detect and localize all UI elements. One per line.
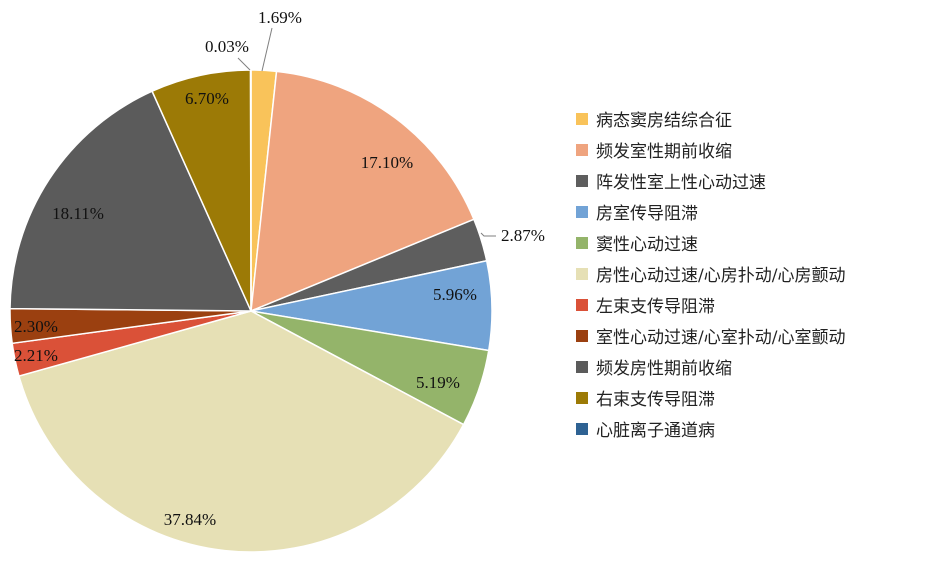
legend-label: 阵发性室上性心动过速	[596, 173, 766, 193]
legend-item: 频发室性期前收缩	[576, 134, 845, 165]
slice-label: 0.03%	[205, 37, 249, 56]
legend-label: 频发室性期前收缩	[596, 142, 732, 162]
legend-swatch	[576, 298, 588, 311]
legend-swatch	[576, 329, 588, 342]
legend-item: 频发房性期前收缩	[576, 351, 845, 382]
legend-swatch	[576, 174, 588, 187]
slice-label: 37.84%	[164, 510, 216, 529]
legend-item: 左束支传导阻滞	[576, 289, 845, 320]
legend-swatch	[576, 267, 588, 280]
slice-label: 17.10%	[361, 153, 413, 172]
legend-item: 心脏离子通道病	[576, 413, 845, 444]
legend-label: 房性心动过速/心房扑动/心房颤动	[596, 266, 846, 286]
legend-label: 室性心动过速/心室扑动/心室颤动	[596, 328, 846, 348]
legend-item: 病态窦房结综合征	[576, 103, 845, 134]
legend-item: 右束支传导阻滞	[576, 382, 845, 413]
legend-label: 心脏离子通道病	[596, 421, 715, 441]
legend-swatch	[576, 205, 588, 218]
pie-slice	[250, 70, 475, 313]
leader-line	[261, 27, 273, 72]
legend-item: 房室传导阻滞	[576, 196, 845, 227]
slice-label: 2.21%	[14, 346, 58, 365]
legend-swatch	[576, 422, 588, 435]
legend-label: 右束支传导阻滞	[596, 390, 715, 410]
legend-label: 左束支传导阻滞	[596, 297, 715, 317]
legend-label: 窦性心动过速	[596, 235, 698, 255]
legend-swatch	[576, 112, 588, 125]
legend-swatch	[576, 360, 588, 373]
legend-swatch	[576, 236, 588, 249]
slice-label: 5.19%	[416, 373, 460, 392]
pie-slices	[9, 69, 493, 553]
legend-label: 房室传导阻滞	[596, 204, 698, 224]
leader-lines	[237, 27, 496, 237]
slice-label: 6.70%	[185, 89, 229, 108]
leader-line	[237, 57, 251, 71]
legend-label: 病态窦房结综合征	[596, 111, 732, 131]
legend-swatch	[576, 143, 588, 156]
slice-label: 1.69%	[258, 8, 302, 27]
slice-label: 2.87%	[501, 226, 545, 245]
pie-slice	[9, 90, 253, 312]
slice-label: 18.11%	[52, 204, 104, 223]
legend-item: 阵发性室上性心动过速	[576, 165, 845, 196]
slice-labels: 1.69% 17.10% 2.87% 5.96% 5.19% 37.84% 2.21% 2.3…	[14, 8, 545, 529]
slice-label: 2.30%	[14, 317, 58, 336]
legend-swatch	[576, 391, 588, 404]
legend-item: 室性心动过速/心室扑动/心室颤动	[576, 320, 845, 351]
pie-slice	[18, 310, 465, 553]
legend-item: 窦性心动过速	[576, 227, 845, 258]
legend-label: 频发房性期前收缩	[596, 359, 732, 379]
leader-line	[480, 232, 496, 237]
legend: 病态窦房结综合征 频发室性期前收缩阵发性室上性心动过速 房室传导阻滞 窦性心动过速房性…	[576, 103, 845, 444]
slice-label: 5.96%	[433, 285, 477, 304]
legend-item: 房性心动过速/心房扑动/心房颤动	[576, 258, 845, 289]
